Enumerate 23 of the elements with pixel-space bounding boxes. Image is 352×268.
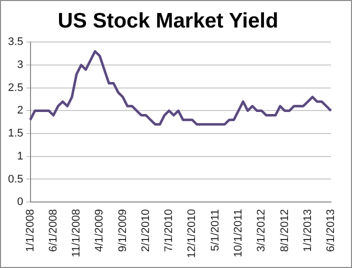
x-tick-label: 4/1/2009 <box>94 209 106 252</box>
y-tick-label: 1.5 <box>8 128 24 140</box>
x-tick-label: 5/1/2011 <box>209 209 222 252</box>
x-tick-label: 11/1/2008 <box>70 209 83 258</box>
y-tick-label: 3.5 <box>8 36 24 48</box>
x-tick-label: 1/1/2008 <box>24 209 36 252</box>
x-tick-label: 8/1/2012 <box>278 209 291 252</box>
x-tick-label: 2/1/2010 <box>140 209 152 252</box>
y-tick-label: 2 <box>17 104 24 117</box>
x-tick-label: 12/1/2010 <box>186 209 198 258</box>
x-tick-label: 7/1/2010 <box>163 209 176 252</box>
y-tick-label: 2.5 <box>8 82 24 94</box>
y-tick-label: 0.5 <box>8 173 24 186</box>
x-tick-label: 6/1/2008 <box>47 209 60 252</box>
x-tick-label: 1/1/2013 <box>302 209 314 252</box>
y-tick-label: 1 <box>17 150 24 162</box>
x-tick-label: 9/1/2009 <box>116 209 129 252</box>
y-tick-label: 3 <box>17 59 24 72</box>
chart-title: US Stock Market Yield <box>58 9 278 32</box>
y-tick-label: 0 <box>17 196 24 208</box>
x-tick-label: 3/1/2012 <box>256 209 268 252</box>
x-tick-label: 10/1/2011 <box>232 209 245 258</box>
x-tick-label: 6/1/2013 <box>325 209 338 252</box>
